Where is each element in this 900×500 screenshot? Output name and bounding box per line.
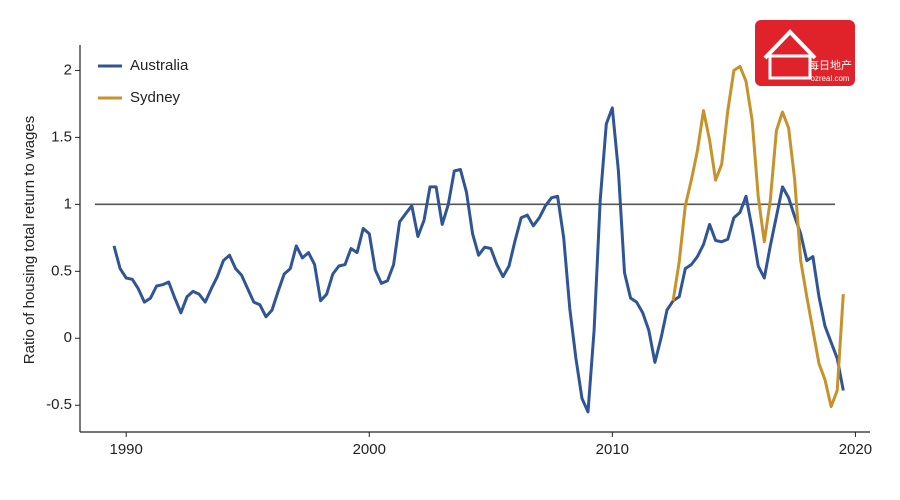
y-tick-label: 1 — [64, 195, 72, 212]
legend-label: Australia — [130, 57, 189, 74]
y-tick-label: 1.5 — [51, 128, 72, 145]
y-tick-label: 2 — [64, 61, 72, 78]
legend-label: Sydney — [130, 89, 181, 106]
watermark-box — [755, 20, 855, 86]
y-tick-label: -0.5 — [46, 396, 72, 413]
x-tick-label: 2000 — [353, 441, 386, 458]
watermark-text: 每日地产 — [808, 58, 852, 72]
x-tick-label: 1990 — [109, 441, 142, 458]
y-axis-label: Ratio of housing total return to wages — [21, 116, 38, 364]
series-line — [671, 64, 845, 409]
watermark-url: ozreal.com — [810, 74, 849, 83]
watermark: 每日地产 ozreal.com — [755, 20, 855, 86]
watermark-house — [768, 54, 812, 80]
x-tick-label: 2010 — [596, 441, 629, 458]
x-tick-label: 2020 — [839, 441, 872, 458]
y-tick-label: 0.5 — [51, 262, 72, 279]
y-tick-label: 0 — [64, 329, 72, 346]
series-line — [112, 106, 845, 414]
watermark-roof — [763, 29, 817, 60]
